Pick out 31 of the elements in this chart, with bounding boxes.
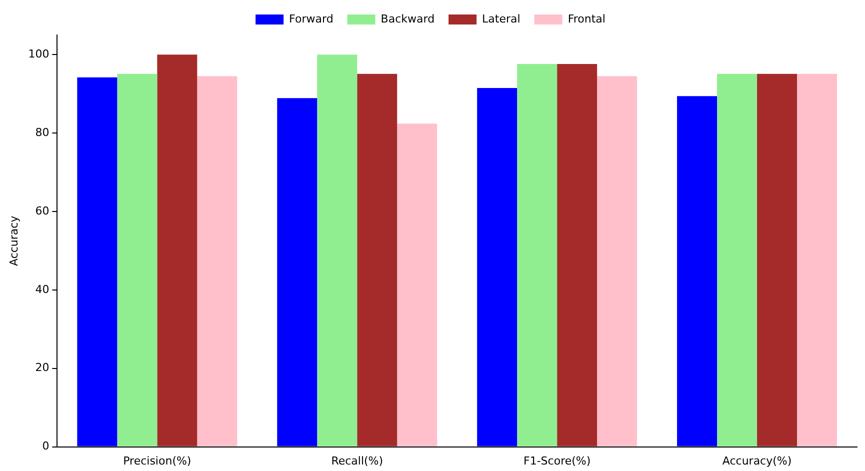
x-tick-label: Accuracy(%): [722, 454, 792, 468]
bar: [397, 124, 438, 446]
legend-label: Backward: [380, 12, 435, 26]
bar: [517, 64, 558, 446]
y-tick-label: 20: [35, 361, 50, 374]
bar: [277, 98, 318, 446]
legend-label: Forward: [289, 12, 334, 26]
y-axis-title: Accuracy: [7, 215, 20, 266]
bar: [557, 64, 598, 446]
bar: [717, 74, 758, 446]
bar: [197, 76, 238, 446]
bar: [77, 77, 118, 446]
y-tick-label: 0: [42, 440, 50, 453]
bar: [677, 96, 718, 446]
bar: [797, 74, 838, 446]
bar: [477, 88, 518, 446]
y-tick-label: 60: [35, 204, 50, 218]
bar: [157, 54, 198, 446]
x-tick-label: F1-Score(%): [524, 454, 591, 468]
y-tick-label: 40: [35, 282, 50, 296]
x-tick-label: Recall(%): [331, 454, 384, 468]
y-tick-label: 80: [35, 126, 50, 139]
bar: [357, 74, 398, 446]
bar: [757, 74, 798, 446]
legend-label: Lateral: [482, 12, 520, 26]
bar: [117, 74, 158, 446]
bar: [597, 76, 638, 446]
legend-label: Frontal: [568, 12, 606, 26]
y-tick-label: 100: [28, 47, 50, 60]
bar: [317, 54, 358, 446]
x-tick-label: Precision(%): [123, 454, 192, 468]
